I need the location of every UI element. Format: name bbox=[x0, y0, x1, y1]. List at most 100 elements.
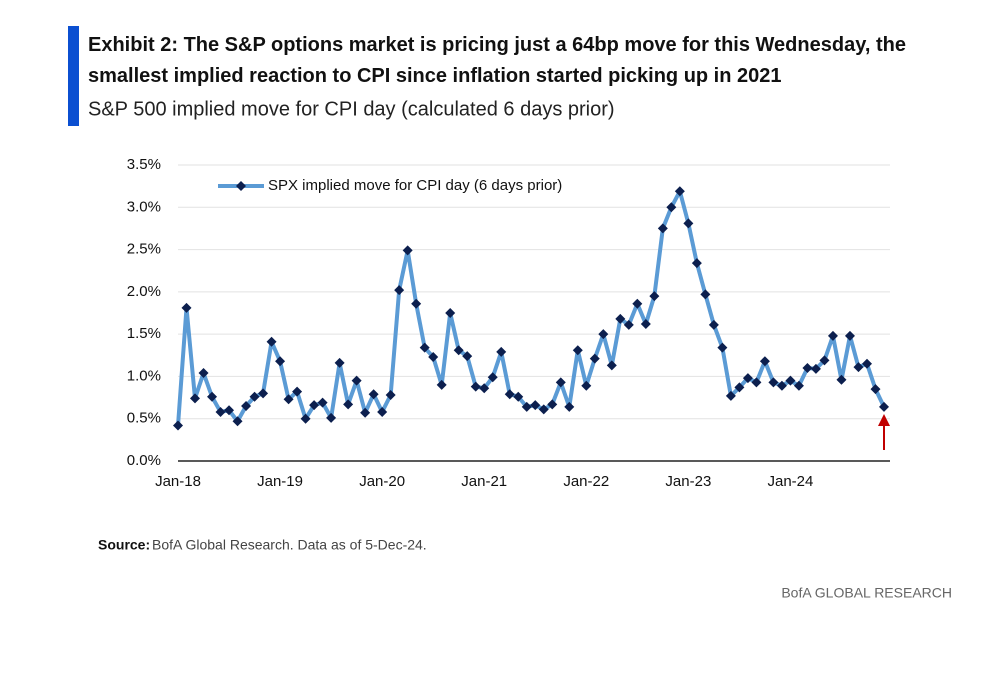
marker bbox=[547, 399, 558, 410]
marker bbox=[674, 186, 685, 197]
marker bbox=[232, 416, 243, 427]
marker bbox=[572, 345, 583, 356]
marker bbox=[207, 391, 218, 402]
x-tick-label: Jan-21 bbox=[461, 473, 507, 490]
marker bbox=[249, 391, 260, 402]
marker bbox=[173, 420, 183, 431]
x-tick-label: Jan-20 bbox=[359, 473, 405, 490]
marker bbox=[615, 313, 626, 324]
arrow-head bbox=[878, 414, 890, 426]
marker bbox=[844, 330, 855, 341]
y-tick-label: 1.0% bbox=[127, 367, 161, 384]
marker bbox=[564, 401, 575, 412]
marker bbox=[836, 374, 847, 385]
marker bbox=[368, 389, 379, 400]
y-tick-label: 0.5% bbox=[127, 410, 161, 427]
y-tick-label: 0.0% bbox=[127, 452, 161, 469]
marker bbox=[640, 318, 651, 329]
marker bbox=[317, 397, 328, 408]
marker bbox=[598, 329, 609, 340]
marker bbox=[521, 401, 532, 412]
marker bbox=[700, 289, 711, 300]
marker bbox=[632, 298, 643, 309]
x-tick-label: Jan-22 bbox=[563, 473, 609, 490]
marker bbox=[181, 302, 192, 313]
marker bbox=[555, 377, 566, 388]
footer: BofA GLOBAL RESEARCH bbox=[781, 585, 952, 601]
y-tick-label: 2.0% bbox=[127, 283, 161, 300]
x-tick-label: Jan-18 bbox=[155, 473, 201, 490]
marker bbox=[861, 358, 872, 369]
marker bbox=[402, 245, 413, 256]
marker bbox=[734, 382, 745, 393]
marker bbox=[436, 379, 447, 390]
marker bbox=[309, 400, 320, 411]
marker bbox=[751, 377, 762, 388]
marker bbox=[606, 360, 617, 371]
marker bbox=[190, 393, 201, 404]
marker bbox=[623, 319, 634, 330]
marker bbox=[725, 390, 736, 401]
marker bbox=[453, 345, 464, 356]
marker bbox=[504, 389, 515, 400]
marker bbox=[802, 362, 813, 373]
marker bbox=[419, 342, 430, 353]
accent-bar bbox=[68, 26, 79, 126]
marker bbox=[479, 383, 490, 394]
legend-marker bbox=[236, 181, 246, 191]
marker bbox=[360, 407, 371, 418]
marker bbox=[649, 291, 660, 302]
marker bbox=[853, 362, 864, 373]
marker bbox=[428, 351, 439, 362]
marker bbox=[487, 372, 498, 383]
marker bbox=[691, 258, 702, 269]
chart-title: Exhibit 2: The S&P options market is pri… bbox=[88, 34, 906, 87]
marker bbox=[241, 401, 252, 412]
marker bbox=[343, 399, 354, 410]
marker bbox=[530, 400, 541, 411]
marker bbox=[351, 375, 362, 386]
marker bbox=[275, 356, 286, 367]
marker bbox=[215, 406, 226, 417]
marker bbox=[768, 377, 779, 388]
x-tick-label: Jan-19 bbox=[257, 473, 303, 490]
marker bbox=[385, 390, 396, 401]
y-tick-label: 3.0% bbox=[127, 198, 161, 215]
marker bbox=[411, 298, 422, 309]
marker bbox=[717, 342, 728, 353]
marker bbox=[785, 375, 796, 386]
source: BofA Global Research. Data as of 5-Dec-2… bbox=[152, 537, 427, 553]
marker bbox=[870, 384, 881, 395]
marker bbox=[198, 368, 209, 379]
y-tick-label: 1.5% bbox=[127, 325, 161, 342]
marker bbox=[759, 356, 770, 367]
marker bbox=[326, 412, 337, 423]
x-tick-label: Jan-23 bbox=[665, 473, 711, 490]
marker bbox=[666, 202, 677, 213]
marker bbox=[793, 380, 804, 391]
title-box: Exhibit 2: The S&P options market is pri… bbox=[88, 34, 906, 87]
marker bbox=[496, 346, 507, 357]
marker bbox=[810, 363, 821, 374]
source-label: Source: bbox=[98, 537, 150, 553]
marker bbox=[462, 351, 473, 362]
marker bbox=[742, 373, 753, 384]
chart-subtitle: S&P 500 implied move for CPI day (calcul… bbox=[88, 98, 615, 120]
marker bbox=[708, 319, 719, 330]
marker bbox=[266, 336, 277, 347]
marker bbox=[377, 406, 388, 417]
marker bbox=[879, 401, 889, 412]
y-tick-label: 2.5% bbox=[127, 241, 161, 258]
marker bbox=[538, 404, 549, 415]
marker bbox=[470, 381, 481, 392]
series-line bbox=[176, 189, 886, 426]
marker bbox=[300, 413, 311, 424]
marker bbox=[581, 380, 592, 391]
marker bbox=[683, 218, 694, 229]
marker bbox=[657, 223, 668, 234]
legend-label: SPX implied move for CPI day (6 days pri… bbox=[268, 177, 562, 194]
marker bbox=[445, 308, 456, 318]
marker bbox=[394, 285, 405, 296]
plot: 0.0% 0.5% 1.0% 1.5% 2.0% 2.5% 3.0% 3.5% Jan-18 Ja… bbox=[127, 156, 890, 490]
